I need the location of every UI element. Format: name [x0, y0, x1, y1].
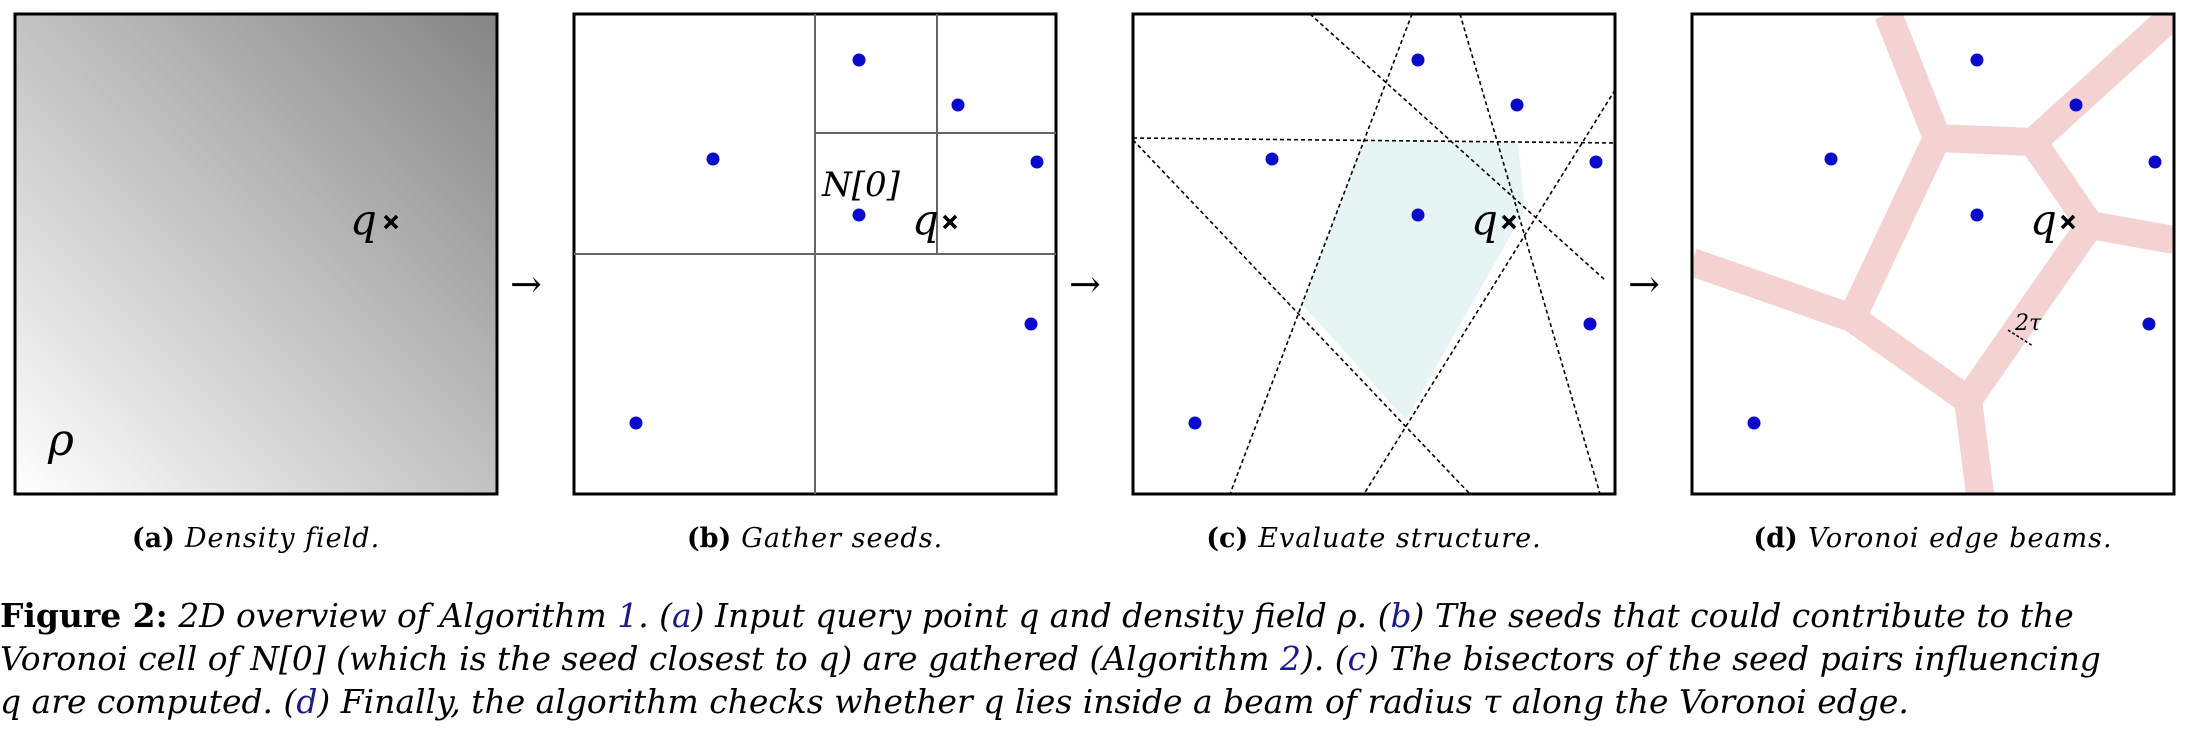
caption-reference: b — [1390, 596, 1412, 635]
caption-text: ). ( — [1300, 639, 1348, 678]
caption-line-2: Voronoi cell of N[0] (which is the seed … — [0, 637, 2200, 680]
beam-width-label: 2τ — [2014, 311, 2042, 336]
arrow-b-c: → — [1069, 262, 1101, 306]
figure-caption: Figure 2: 2D overview of Algorithm 1. (a… — [0, 594, 2204, 723]
seed-points — [629, 53, 1044, 430]
caption-reference: 1 — [617, 596, 639, 635]
figure-graphic: ρ q → N[0] q → — [13, 12, 2176, 554]
query-point-marker — [383, 214, 399, 230]
caption-reference: 2 — [1280, 639, 1301, 678]
query-label: q — [350, 195, 377, 244]
bisector-lines — [1133, 14, 1615, 494]
arrow-c-d: → — [1628, 262, 1660, 306]
seed-points — [1188, 53, 1603, 430]
caption-text: . ( — [638, 596, 672, 635]
panel-a: ρ q — [13, 12, 499, 496]
caption-text: ) Input query point q and density field … — [691, 596, 1391, 635]
caption-text: Voronoi cell of N[0] (which is the seed … — [0, 639, 1281, 678]
quadtree-lines — [574, 14, 1056, 494]
density-symbol: ρ — [47, 415, 74, 466]
query-point-marker — [2060, 214, 2076, 230]
subcaption-a: (a) Density field. — [132, 523, 380, 554]
arrow-a-b: → — [510, 262, 542, 306]
caption-reference: a — [671, 596, 692, 635]
subcaption-d: (d) Voronoi edge beams. — [1753, 523, 2112, 554]
query-point-marker — [942, 214, 958, 230]
density-field — [13, 12, 499, 496]
caption-reference: c — [1347, 639, 1367, 678]
cell-label: N[0] — [821, 165, 901, 205]
caption-text: ) Finally, the algorithm checks whether … — [317, 682, 1909, 721]
voronoi-edge-beams — [1692, 14, 2174, 494]
caption-reference: d — [296, 682, 318, 721]
seed-points — [1747, 53, 2162, 430]
caption-line-3: q are computed. (d) Finally, the algorit… — [0, 680, 2200, 723]
voronoi-cell — [1302, 140, 1525, 420]
figure-label: Figure 2: — [0, 596, 168, 635]
query-label: q — [912, 195, 939, 244]
caption-text: 2D overview of Algorithm — [167, 596, 618, 635]
subcaption-c: (c) Evaluate structure. — [1206, 523, 1541, 554]
caption-line-1: Figure 2: 2D overview of Algorithm 1. (a… — [0, 594, 2200, 637]
caption-line-1-body: 2D overview of Algorithm 1. (a) Input qu… — [168, 596, 2074, 635]
query-label: q — [2030, 195, 2057, 244]
query-label: q — [1471, 195, 1498, 244]
query-point-marker — [1501, 214, 1517, 230]
subcaption-b: (b) Gather seeds. — [687, 523, 943, 554]
caption-line-3-body: q are computed. (d) Finally, the algorit… — [0, 682, 1909, 721]
panel-d: 2τ q — [1690, 12, 2176, 496]
caption-text: q are computed. ( — [0, 682, 297, 721]
caption-text: ) The bisectors of the seed pairs influe… — [1366, 639, 2101, 678]
caption-text: ) The seeds that could contribute to the — [1411, 596, 2074, 635]
panel-c: q — [1131, 12, 1617, 496]
panel-b: N[0] q — [572, 12, 1058, 496]
caption-line-2-body: Voronoi cell of N[0] (which is the seed … — [0, 639, 2101, 678]
